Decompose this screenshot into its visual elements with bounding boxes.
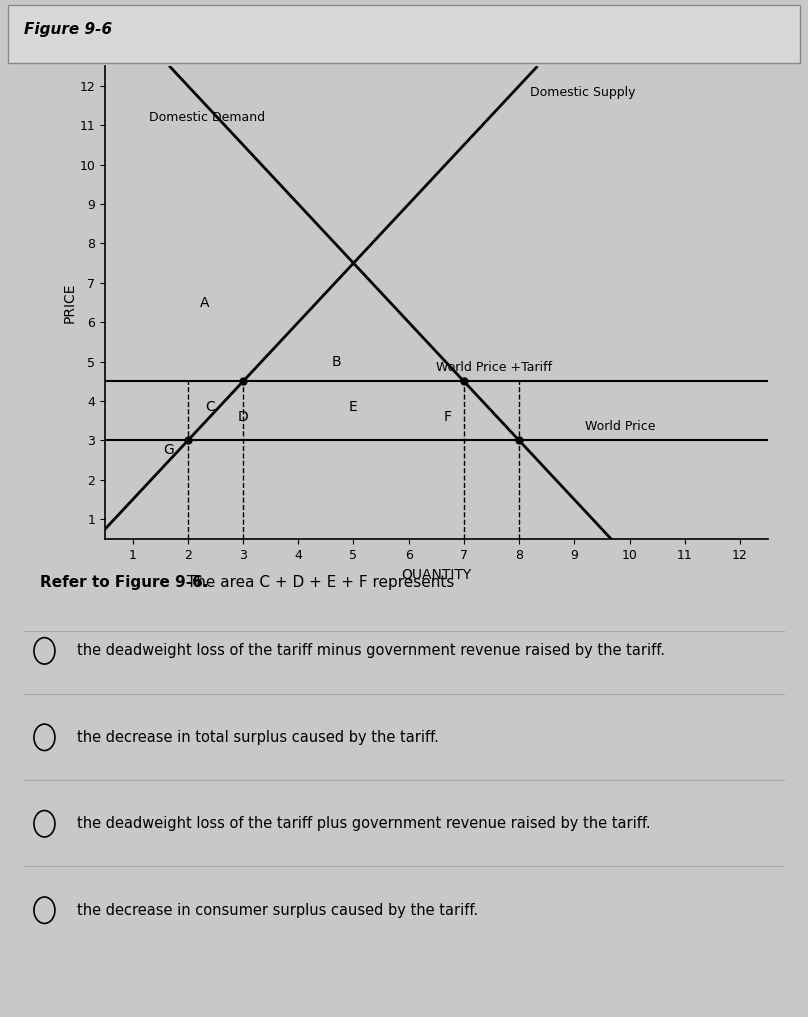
Text: World Price +Tariff: World Price +Tariff xyxy=(436,361,553,374)
Text: F: F xyxy=(444,410,452,424)
Text: Domestic Demand: Domestic Demand xyxy=(149,111,265,124)
Text: B: B xyxy=(332,355,342,369)
Text: C: C xyxy=(205,400,215,414)
Text: A: A xyxy=(200,296,209,309)
Text: The area C + D + E + F represents: The area C + D + E + F represents xyxy=(182,575,454,590)
Y-axis label: PRICE: PRICE xyxy=(63,283,77,322)
Text: E: E xyxy=(349,400,358,414)
Text: G: G xyxy=(163,443,174,458)
Text: Refer to Figure 9-6.: Refer to Figure 9-6. xyxy=(40,575,209,590)
Bar xyxy=(8,5,800,63)
Text: Figure 9-6: Figure 9-6 xyxy=(24,22,112,38)
Text: Domestic Supply: Domestic Supply xyxy=(530,85,636,99)
Text: D: D xyxy=(238,410,248,424)
Text: World Price: World Price xyxy=(585,420,656,433)
X-axis label: QUANTITY: QUANTITY xyxy=(402,567,471,582)
Text: the deadweight loss of the tariff minus government revenue raised by the tariff.: the deadweight loss of the tariff minus … xyxy=(77,644,665,658)
Text: the deadweight loss of the tariff plus government revenue raised by the tariff.: the deadweight loss of the tariff plus g… xyxy=(77,817,650,831)
Text: the decrease in consumer surplus caused by the tariff.: the decrease in consumer surplus caused … xyxy=(77,903,478,917)
Text: the decrease in total surplus caused by the tariff.: the decrease in total surplus caused by … xyxy=(77,730,439,744)
